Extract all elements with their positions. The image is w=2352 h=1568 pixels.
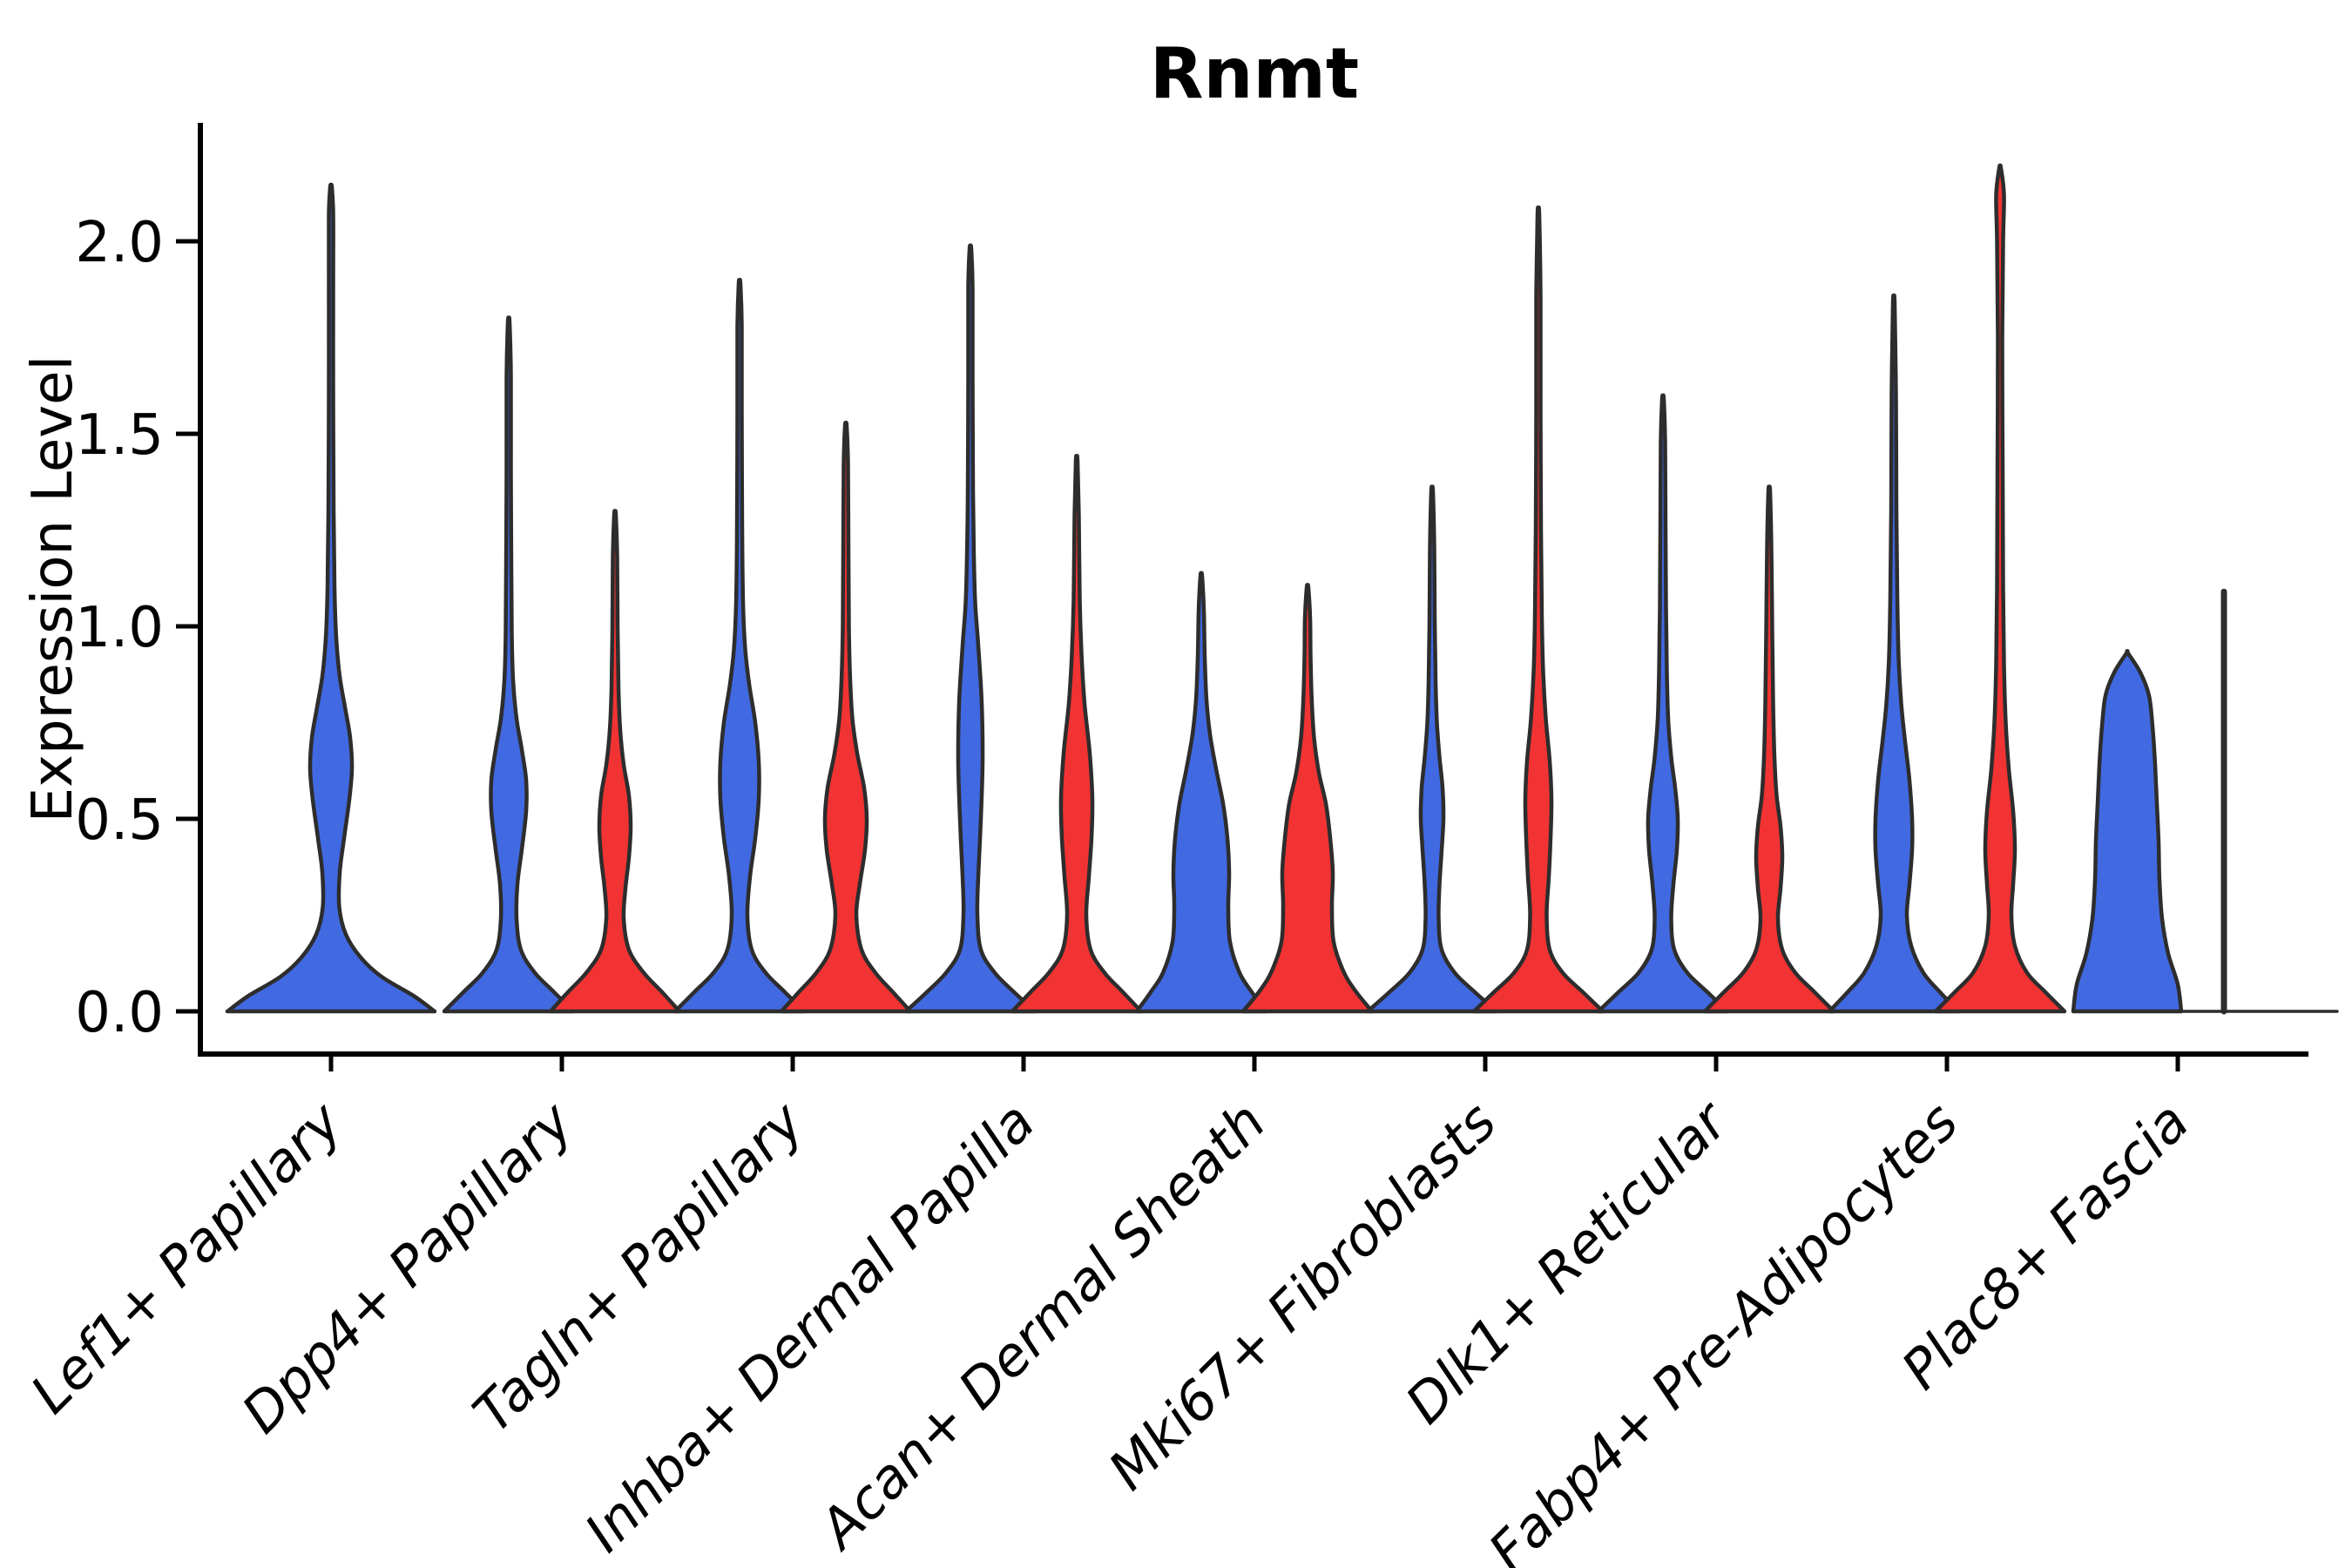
violin-tagln-papillary-blue xyxy=(672,278,807,1014)
violin-acan-dermal-sheath-blue xyxy=(1134,571,1268,1014)
chart-title: Rnmt xyxy=(1150,33,1359,114)
violin-fabp4-pre-adipocytes-blue xyxy=(1827,293,1961,1014)
violin-acan-dermal-sheath-red xyxy=(1240,583,1375,1014)
violin-dlk1-reticular-red xyxy=(1702,484,1836,1014)
violin-dlk1-reticular-blue xyxy=(1596,393,1730,1014)
y-tick-label-1.0: 1.0 xyxy=(75,596,164,660)
x-tick-label-acan-dermal-sheath: Acan+ Dermal Sheath xyxy=(805,1090,1278,1563)
violin-inhba-dermal-papilla-red xyxy=(1010,454,1144,1014)
violins-layer xyxy=(225,163,2339,1015)
violin-tagln-papillary-red xyxy=(779,420,913,1014)
axes-layer xyxy=(176,123,2308,1071)
y-tick-label-0.5: 0.5 xyxy=(75,788,164,853)
y-tick-labels: 0.0 0.5 1.0 1.5 2.0 xyxy=(75,211,164,1045)
violin-mki67-fibroblasts-blue xyxy=(1365,484,1499,1014)
x-tick-label-fabp4-pre-adipocytes: Fabp4+ Pre-Adipocytes xyxy=(1477,1090,1970,1568)
y-tick-label-0.0: 0.0 xyxy=(75,981,164,1045)
y-tick-label-1.5: 1.5 xyxy=(75,403,164,468)
violin-lef1-papillary-blue xyxy=(225,182,437,1014)
y-tick-label-2.0: 2.0 xyxy=(75,211,164,275)
x-tick-label-mki67-fibroblasts: Mki67+ Fibroblasts xyxy=(1096,1090,1508,1502)
y-axis-label: Expression Level xyxy=(21,355,85,823)
violin-dpp4-papillary-red xyxy=(548,509,682,1014)
violin-plac8-fascia-blue xyxy=(2071,649,2184,1014)
violin-mki67-fibroblasts-red xyxy=(1471,205,1605,1014)
violin-dpp4-papillary-blue xyxy=(442,315,576,1014)
violin-inhba-dermal-papilla-blue xyxy=(903,243,1037,1014)
violin-fabp4-pre-adipocytes-red xyxy=(1933,163,2067,1014)
x-tick-label-inhba-dermal-papilla: Inhba+ Dermal Papilla xyxy=(572,1090,1046,1564)
